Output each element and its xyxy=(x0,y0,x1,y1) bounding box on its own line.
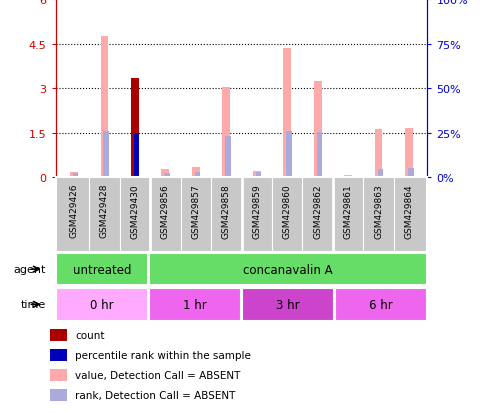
Bar xyxy=(161,169,169,178)
Text: value, Detection Call = ABSENT: value, Detection Call = ABSENT xyxy=(75,370,241,380)
Text: untreated: untreated xyxy=(73,263,131,276)
Text: GSM429860: GSM429860 xyxy=(283,183,292,238)
Bar xyxy=(335,288,427,321)
Bar xyxy=(50,330,68,341)
Text: GSM429428: GSM429428 xyxy=(100,183,109,238)
Bar xyxy=(164,174,170,178)
Text: 0 hr: 0 hr xyxy=(90,298,114,311)
Bar xyxy=(405,129,413,178)
Bar xyxy=(131,79,139,178)
Bar xyxy=(253,171,260,178)
Text: GSM429430: GSM429430 xyxy=(130,183,139,238)
Bar xyxy=(226,137,231,178)
Bar xyxy=(317,133,322,178)
Bar xyxy=(195,172,200,178)
Text: concanavalin A: concanavalin A xyxy=(243,263,333,276)
Bar xyxy=(256,172,261,178)
Text: GSM429861: GSM429861 xyxy=(344,183,353,238)
Bar xyxy=(56,288,148,321)
Text: GSM429859: GSM429859 xyxy=(252,183,261,238)
Text: count: count xyxy=(75,330,105,340)
Bar xyxy=(375,130,383,178)
Text: GSM429864: GSM429864 xyxy=(405,183,413,238)
Bar xyxy=(408,168,414,178)
Bar xyxy=(50,369,68,381)
Bar xyxy=(73,174,78,178)
Bar xyxy=(134,134,140,178)
Bar xyxy=(70,172,78,178)
Bar xyxy=(192,167,199,178)
Bar xyxy=(149,288,241,321)
Bar xyxy=(344,176,352,178)
Text: agent: agent xyxy=(14,264,46,275)
Bar xyxy=(223,87,230,178)
Text: percentile rank within the sample: percentile rank within the sample xyxy=(75,350,251,360)
Bar xyxy=(149,253,427,286)
Text: 3 hr: 3 hr xyxy=(276,298,300,311)
Text: GSM429857: GSM429857 xyxy=(191,183,200,238)
Text: GSM429856: GSM429856 xyxy=(161,183,170,238)
Bar xyxy=(50,389,68,401)
Bar xyxy=(50,349,68,361)
Bar xyxy=(100,37,108,178)
Text: GSM429862: GSM429862 xyxy=(313,183,322,238)
Text: time: time xyxy=(21,299,46,310)
Bar xyxy=(378,169,383,178)
Bar xyxy=(242,288,334,321)
Bar xyxy=(103,132,109,178)
Text: GSM429858: GSM429858 xyxy=(222,183,231,238)
Bar xyxy=(286,132,292,178)
Text: rank, Detection Call = ABSENT: rank, Detection Call = ABSENT xyxy=(75,390,236,400)
Bar xyxy=(284,49,291,178)
Bar xyxy=(131,79,139,178)
Bar xyxy=(314,82,322,178)
Text: GSM429426: GSM429426 xyxy=(70,183,78,238)
Text: 1 hr: 1 hr xyxy=(183,298,207,311)
Text: GSM429863: GSM429863 xyxy=(374,183,383,238)
Text: 6 hr: 6 hr xyxy=(369,298,393,311)
Bar xyxy=(56,253,148,286)
